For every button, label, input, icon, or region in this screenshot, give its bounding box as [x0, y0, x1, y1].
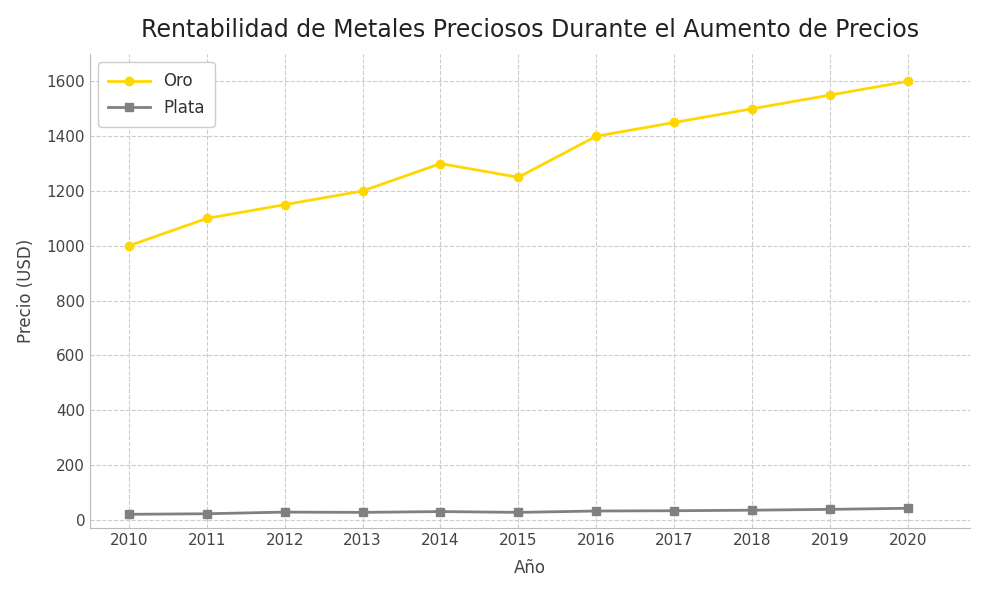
X-axis label: Año: Año [514, 559, 546, 577]
Line: Oro: Oro [125, 77, 912, 250]
Plata [512, 509, 524, 516]
Plata [434, 508, 446, 515]
Plata [902, 505, 914, 512]
Plata [357, 509, 369, 516]
Oro [512, 173, 524, 181]
Plata [746, 506, 758, 514]
Oro [123, 242, 135, 250]
Oro [746, 105, 758, 112]
Plata [201, 510, 213, 517]
Plata [279, 509, 291, 516]
Oro [668, 119, 680, 126]
Legend: Oro, Plata: Oro, Plata [98, 62, 215, 127]
Y-axis label: Precio (USD): Precio (USD) [17, 239, 35, 343]
Plata [590, 508, 602, 515]
Oro [279, 201, 291, 208]
Oro [590, 133, 602, 140]
Oro [824, 91, 836, 98]
Plata [123, 511, 135, 518]
Oro [902, 78, 914, 85]
Oro [434, 160, 446, 167]
Oro [357, 187, 369, 194]
Oro [201, 215, 213, 222]
Title: Rentabilidad de Metales Preciosos Durante el Aumento de Precios: Rentabilidad de Metales Preciosos Durant… [141, 19, 919, 43]
Plata [824, 506, 836, 513]
Plata [668, 507, 680, 514]
Line: Plata: Plata [125, 504, 912, 518]
